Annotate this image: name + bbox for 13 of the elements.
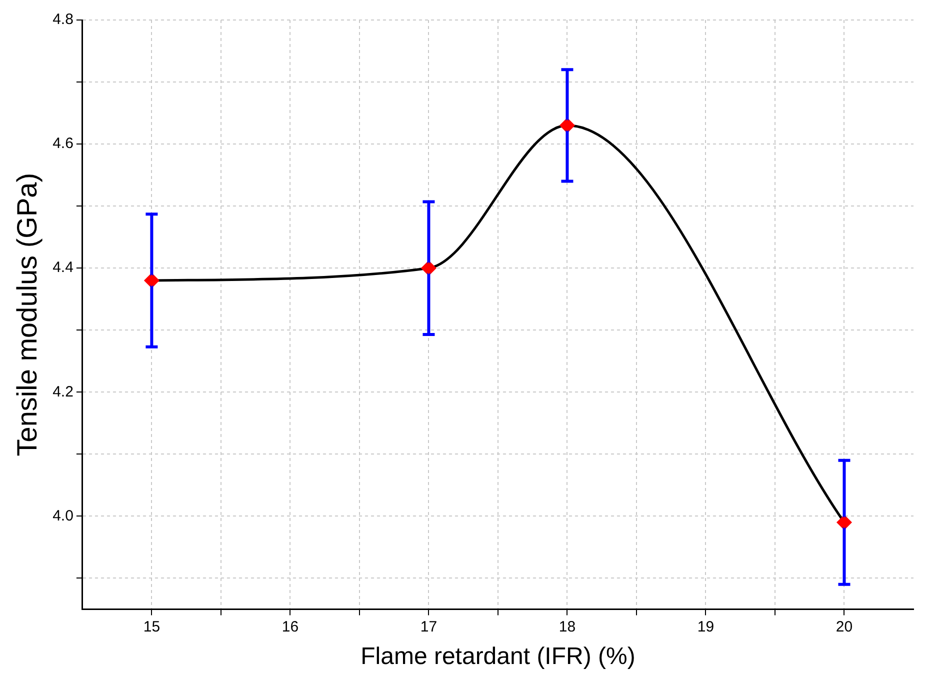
x-tick-label: 17 (420, 618, 438, 636)
y-tick-label: 4.0 (52, 507, 74, 524)
y-tick-label: 4.4 (52, 259, 74, 276)
x-tick-label: 19 (697, 618, 714, 636)
x-tick-label: 20 (836, 618, 853, 636)
y-axis-title: Tensile modulus (GPa) (12, 172, 43, 456)
y-tick-label: 4.2 (52, 383, 74, 400)
x-tick-label: 16 (282, 618, 299, 636)
x-tick-label: 15 (143, 618, 160, 636)
x-axis-title: Flame retardant (IFR) (%) (360, 643, 636, 670)
y-tick-label: 4.8 (52, 11, 74, 28)
y-tick-label: 4.6 (52, 135, 74, 152)
x-tick-label: 18 (558, 618, 576, 636)
